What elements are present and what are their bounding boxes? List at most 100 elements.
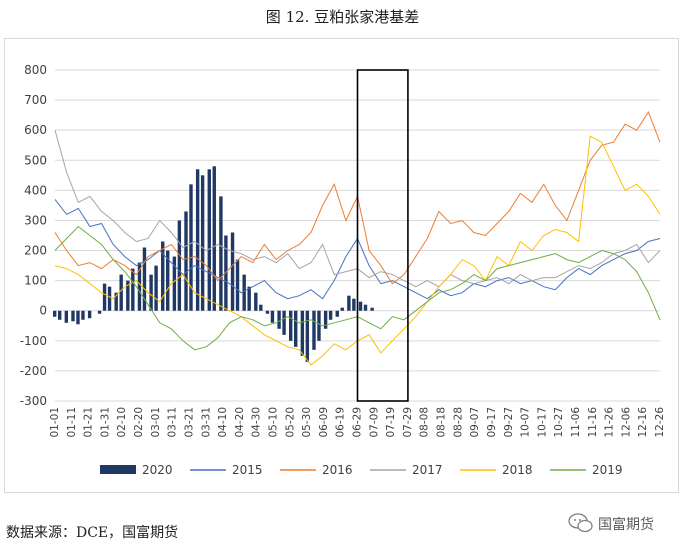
x-tick-label: 03-01 <box>150 407 162 438</box>
chart-title: 图 12. 豆粕张家港基差 <box>265 8 420 26</box>
chart-frame <box>4 38 679 493</box>
x-tick-label: 04-30 <box>251 407 263 438</box>
bar <box>107 286 112 311</box>
bar <box>161 241 165 311</box>
bar <box>87 310 92 319</box>
bar <box>71 310 75 322</box>
bar <box>177 220 182 311</box>
bar <box>212 166 216 311</box>
bar <box>119 274 123 311</box>
legend-label: 2020 <box>142 463 173 477</box>
y-tick-label: 0 <box>39 304 47 318</box>
x-tick-label: 01-01 <box>49 407 61 438</box>
bar <box>247 286 251 311</box>
x-tick-label: 09-07 <box>469 407 481 438</box>
x-tick-label: 01-31 <box>99 407 111 438</box>
bar <box>277 310 281 329</box>
x-tick-label: 05-20 <box>284 407 296 438</box>
legend-label: 2019 <box>592 463 623 477</box>
data-source-note: 数据来源：DCE，国富期货 <box>6 525 179 541</box>
bar <box>76 310 80 325</box>
bar <box>323 310 328 329</box>
x-tick-label: 04-10 <box>217 407 229 438</box>
bar <box>219 196 223 311</box>
bar <box>207 169 211 311</box>
bar <box>224 235 228 311</box>
bar <box>172 256 177 311</box>
x-tick-label: 09-27 <box>503 407 515 438</box>
bar <box>154 265 158 311</box>
highlight-box-rect <box>356 69 409 402</box>
x-axis: 01-01 01-11 01-21 01-31 02-10 02-20 03-01 03-11… <box>49 407 666 438</box>
bar <box>270 310 275 323</box>
x-tick-label: 08-18 <box>436 407 448 438</box>
y-tick-label: -200 <box>20 364 47 378</box>
bar <box>312 310 316 350</box>
bar <box>184 211 188 311</box>
brand-name: 国富期货 <box>598 517 654 533</box>
x-tick-label: 02-10 <box>116 407 128 438</box>
x-tick-label: 12-16 <box>637 407 649 438</box>
bar <box>195 169 200 311</box>
x-tick-label: 01-21 <box>83 407 95 438</box>
x-tick-label: 01-11 <box>66 407 78 438</box>
bar <box>230 232 235 311</box>
bar <box>149 274 153 311</box>
bar <box>57 310 62 320</box>
x-tick-label: 03-11 <box>167 407 179 438</box>
y-tick-label: 500 <box>24 153 47 167</box>
bar <box>259 304 263 311</box>
x-tick-label: 02-20 <box>133 407 145 438</box>
x-tick-label: 06-09 <box>318 407 330 438</box>
bar <box>137 262 142 311</box>
bar <box>352 298 356 311</box>
bar <box>300 310 305 356</box>
x-tick-label: 08-28 <box>452 407 464 438</box>
bar <box>114 292 118 311</box>
bar <box>242 274 246 311</box>
x-tick-label: 10-27 <box>553 407 565 438</box>
bar <box>200 175 205 311</box>
x-tick-label: 03-31 <box>200 407 212 438</box>
legend-label: 2018 <box>502 463 533 477</box>
x-tick-label: 05-10 <box>267 407 279 438</box>
x-tick-label: 10-17 <box>536 407 548 438</box>
y-tick-label: 300 <box>24 213 47 227</box>
x-tick-label: 06-19 <box>335 407 347 438</box>
bar <box>53 310 57 317</box>
bar-series-2020 <box>53 166 374 362</box>
y-tick-label: -300 <box>20 394 47 408</box>
wechat-icon <box>568 513 593 533</box>
bar <box>64 310 69 323</box>
x-tick-label: 07-09 <box>368 407 380 438</box>
bar <box>305 310 310 362</box>
y-tick-label: 200 <box>24 244 47 258</box>
x-tick-label: 10-07 <box>520 407 532 438</box>
bar <box>265 310 270 314</box>
y-tick-label: 100 <box>24 274 47 288</box>
bar <box>97 310 102 314</box>
legend-label: 2016 <box>322 463 353 477</box>
bar <box>254 292 258 311</box>
x-tick-label: 09-17 <box>486 407 498 438</box>
x-tick-label: 12-26 <box>654 407 666 438</box>
x-tick-label: 11-16 <box>587 407 599 438</box>
bar <box>358 301 363 311</box>
bar <box>370 307 374 311</box>
y-tick-label: 600 <box>24 123 47 137</box>
bar <box>131 268 135 311</box>
legend-swatch <box>100 465 136 474</box>
y-tick-label: 700 <box>24 93 47 107</box>
legend-label: 2017 <box>412 463 443 477</box>
bar <box>102 283 107 311</box>
bar <box>235 259 240 311</box>
y-tick-label: -100 <box>20 334 47 348</box>
bar <box>340 307 344 311</box>
x-tick-label: 05-30 <box>301 407 313 438</box>
bar <box>335 310 339 317</box>
legend-label: 2015 <box>232 463 263 477</box>
x-tick-label: 04-20 <box>234 407 246 438</box>
y-axis: -300 -200 -100 0 100 200 300 400 500 600 700 800 <box>20 63 47 408</box>
legend: 2020 2015 2016 2017 2018 2019 <box>100 463 623 477</box>
x-tick-label: 11-06 <box>570 407 582 438</box>
